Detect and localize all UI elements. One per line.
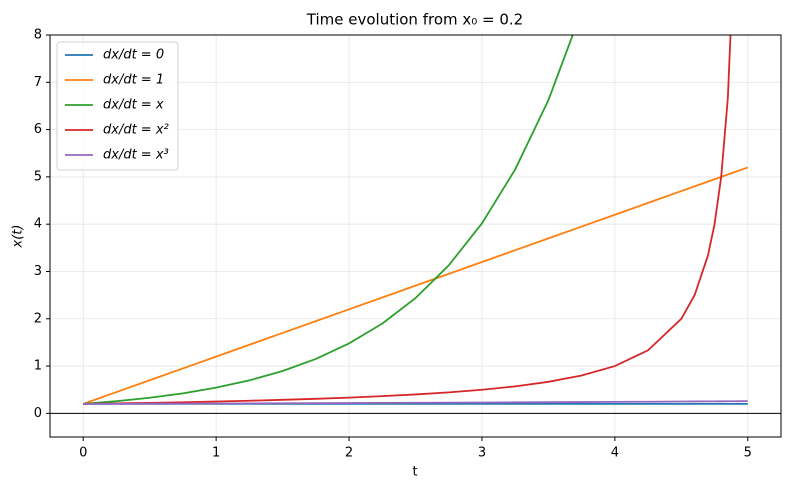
series-line <box>82 166 749 405</box>
y-tick-label: 6 <box>34 122 42 137</box>
plot-lines <box>82 35 749 405</box>
chart-title: Time evolution from x₀ = 0.2 <box>306 11 523 29</box>
plot-frame <box>49 34 782 438</box>
legend-box <box>56 41 179 171</box>
series-line <box>83 35 732 405</box>
legend-label: dx/dt = x² <box>103 123 169 138</box>
x-tick-label: 4 <box>611 446 619 461</box>
y-tick-label: 4 <box>34 217 42 232</box>
y-tick-label: 7 <box>34 75 42 90</box>
legend-label: dx/dt = x³ <box>103 148 169 163</box>
x-tick-label: 5 <box>744 446 752 461</box>
x-tick-label: 1 <box>212 446 220 461</box>
y-tick-label: 1 <box>34 359 42 374</box>
y-tick-label: 2 <box>34 311 42 326</box>
y-tick-label: 5 <box>34 169 42 184</box>
x-tick-label: 3 <box>478 446 486 461</box>
series-line <box>83 35 574 405</box>
y-tick-label: 3 <box>34 264 42 279</box>
y-tick-label: 8 <box>34 28 42 43</box>
y-tick-label: 0 <box>34 406 42 421</box>
legend-label: dx/dt = 1 <box>103 73 164 88</box>
x-axis-label: t <box>412 465 417 480</box>
legend-label: dx/dt = x <box>103 98 164 113</box>
x-tick-label: 0 <box>79 446 87 461</box>
legend-label: dx/dt = 0 <box>103 48 164 63</box>
y-axis-label: x(t) <box>11 225 26 249</box>
series-line <box>83 400 748 405</box>
x-tick-label: 2 <box>345 446 353 461</box>
